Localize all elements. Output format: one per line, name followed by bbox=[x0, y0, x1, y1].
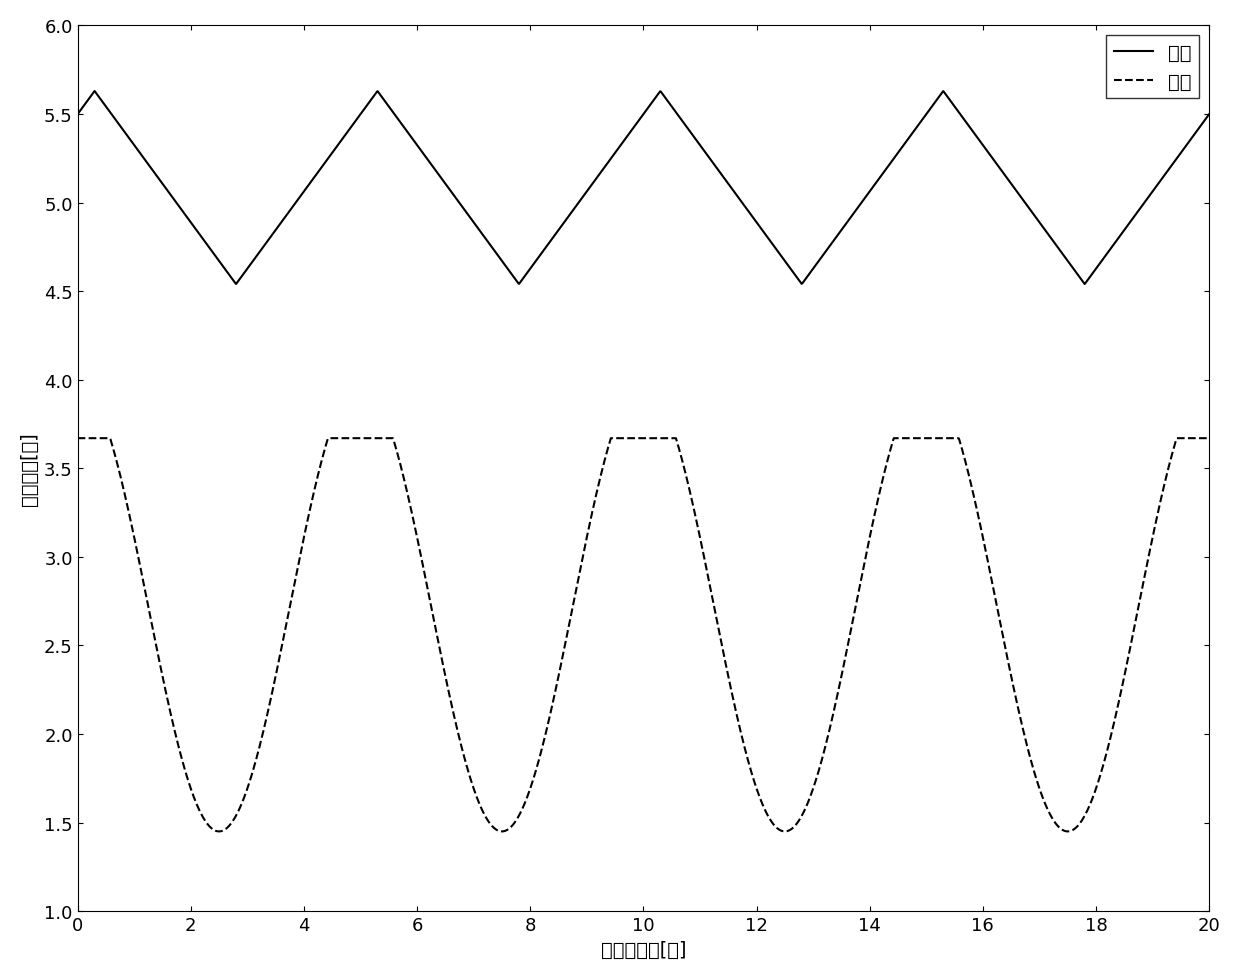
垂直 bbox=[621, 433, 636, 445]
水平 bbox=[591, 170, 606, 182]
垂直 bbox=[1202, 433, 1216, 445]
垂直 bbox=[591, 480, 606, 492]
Line: 水平: 水平 bbox=[78, 92, 1209, 285]
垂直 bbox=[1169, 433, 1184, 445]
垂直 bbox=[128, 537, 143, 549]
Y-axis label: 包络函数[米]: 包络函数[米] bbox=[20, 432, 38, 506]
Legend: 水平, 垂直: 水平, 垂直 bbox=[1106, 36, 1199, 100]
垂直 bbox=[962, 471, 977, 483]
垂直 bbox=[212, 825, 227, 837]
水平 bbox=[1078, 279, 1092, 290]
水平 bbox=[1169, 154, 1184, 165]
水平 bbox=[1171, 153, 1185, 164]
水平 bbox=[71, 110, 86, 121]
水平 bbox=[87, 86, 102, 98]
垂直 bbox=[1169, 434, 1184, 446]
垂直 bbox=[71, 433, 86, 445]
水平 bbox=[1202, 110, 1216, 121]
X-axis label: 沿全环位置[米]: 沿全环位置[米] bbox=[600, 940, 686, 958]
水平 bbox=[962, 121, 977, 133]
水平 bbox=[621, 130, 636, 142]
Line: 垂直: 垂直 bbox=[78, 439, 1209, 831]
水平 bbox=[129, 143, 144, 155]
